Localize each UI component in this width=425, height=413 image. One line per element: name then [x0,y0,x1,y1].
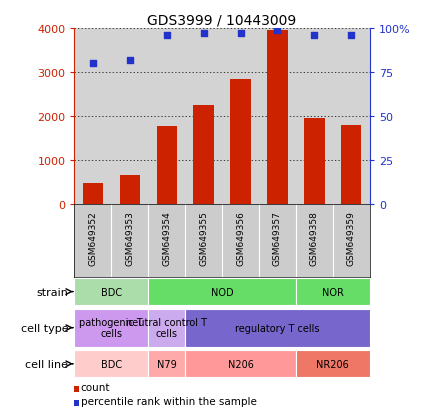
Point [200,31,207,38]
Bar [74,350,148,377]
Text: GSM649355: GSM649355 [199,211,208,266]
Bar [304,119,325,205]
Bar [74,309,148,347]
Bar [193,106,214,205]
Bar [148,278,296,305]
Bar [296,350,370,377]
Bar [83,184,103,205]
Text: BDC: BDC [101,359,122,369]
Text: cell type: cell type [21,323,68,333]
Text: N206: N206 [227,359,253,369]
Point [311,33,318,39]
Text: cell line: cell line [26,359,68,369]
Bar [185,350,296,377]
Text: GSM649352: GSM649352 [88,211,97,265]
Text: GSM649356: GSM649356 [236,211,245,266]
Bar [74,278,148,305]
Text: GSM649354: GSM649354 [162,211,171,265]
Text: count: count [81,382,110,392]
Text: regulatory T cells: regulatory T cells [235,323,320,333]
Title: GDS3999 / 10443009: GDS3999 / 10443009 [147,14,297,28]
Point [126,57,133,64]
Bar [148,309,185,347]
Text: BDC: BDC [101,287,122,297]
Text: GSM649359: GSM649359 [347,211,356,266]
Bar [148,350,185,377]
Text: neutral control T
cells: neutral control T cells [126,317,207,339]
Text: pathogenic T
cells: pathogenic T cells [79,317,143,339]
Bar [185,309,370,347]
Text: percentile rank within the sample: percentile rank within the sample [81,396,257,406]
Text: N79: N79 [157,359,176,369]
Bar [267,31,288,205]
Point [274,27,281,34]
Text: NR206: NR206 [317,359,349,369]
Text: GSM649357: GSM649357 [273,211,282,266]
Bar [341,126,361,205]
Point [89,61,96,67]
Bar [156,126,177,205]
Bar [74,386,79,392]
Text: GSM649358: GSM649358 [310,211,319,266]
Bar [296,278,370,305]
Text: strain: strain [37,287,68,297]
Text: GSM649353: GSM649353 [125,211,134,266]
Bar [74,400,79,406]
Point [237,31,244,38]
Text: NOR: NOR [322,287,344,297]
Point [163,33,170,39]
Text: NOD: NOD [211,287,233,297]
Bar [230,80,251,205]
Bar [119,176,140,205]
Point [348,33,355,39]
